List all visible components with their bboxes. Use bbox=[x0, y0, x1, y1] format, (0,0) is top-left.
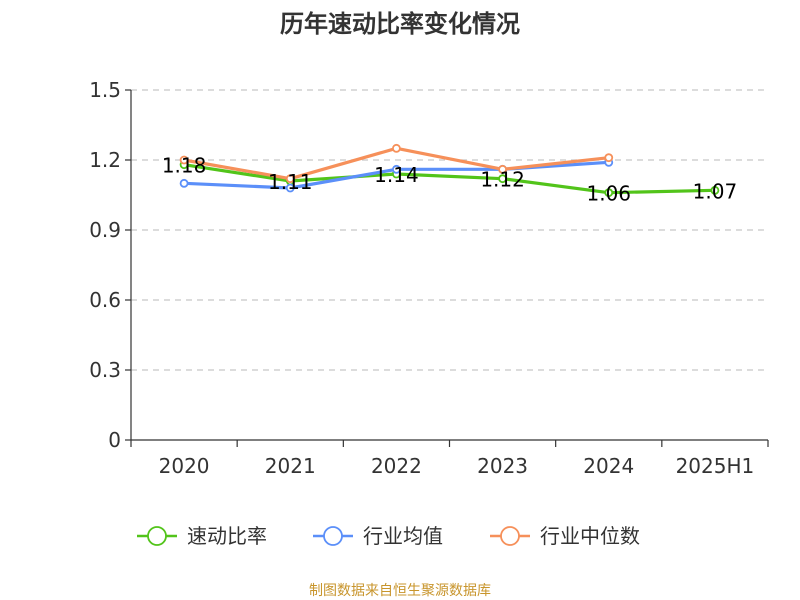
axes bbox=[125, 89, 769, 447]
y-tick-label: 1.2 bbox=[89, 148, 121, 172]
legend-item-3: 行业中位数 bbox=[490, 524, 640, 548]
data-labels: 1.18 1.11 1.14 1.12 1.06 1.07 bbox=[162, 154, 737, 206]
data-point bbox=[604, 188, 614, 198]
legend-marker-icon bbox=[323, 526, 343, 546]
data-point bbox=[498, 174, 507, 184]
x-tick-label: 2025H1 bbox=[676, 454, 755, 478]
data-point bbox=[604, 153, 614, 163]
legend-item-2: 行业均值 bbox=[313, 524, 443, 548]
chart-title: 历年速动比率变化情况 bbox=[280, 10, 520, 38]
data-point bbox=[710, 185, 720, 195]
data-point bbox=[179, 155, 189, 165]
legend: 速动比率 行业均值 行业中位数 bbox=[137, 524, 640, 548]
source-note: 制图数据来自恒生聚源数据库 bbox=[309, 583, 491, 599]
data-point bbox=[285, 183, 295, 193]
y-tick-label: 0.3 bbox=[89, 358, 121, 382]
data-point bbox=[179, 178, 189, 188]
x-tick-label: 2024 bbox=[583, 454, 634, 478]
y-tick-label: 1.5 bbox=[89, 78, 121, 102]
x-tick-label: 2020 bbox=[159, 454, 210, 478]
data-point bbox=[392, 164, 401, 174]
data-point bbox=[285, 174, 295, 184]
data-label: 1.14 bbox=[374, 163, 419, 187]
legend-label: 速动比率 bbox=[187, 524, 267, 548]
legend-marker-icon bbox=[500, 526, 520, 546]
legend-marker-icon bbox=[147, 526, 167, 546]
series-group bbox=[179, 143, 720, 198]
legend-label: 行业中位数 bbox=[540, 524, 640, 548]
data-label: 1.07 bbox=[693, 179, 738, 203]
series-line bbox=[182, 163, 717, 195]
data-label: 1.18 bbox=[162, 154, 207, 178]
data-label: 1.06 bbox=[586, 182, 631, 206]
legend-item-1: 速动比率 bbox=[137, 524, 267, 548]
x-axis-ticks: 2020 2021 2022 2023 2024 2025H1 bbox=[159, 454, 755, 478]
series-1 bbox=[179, 160, 720, 198]
x-tick-label: 2023 bbox=[477, 454, 528, 478]
data-label: 1.11 bbox=[268, 170, 313, 194]
series-3 bbox=[179, 143, 614, 184]
data-point bbox=[392, 143, 401, 153]
grid-lines bbox=[131, 89, 768, 371]
x-tick-label: 2021 bbox=[265, 454, 316, 478]
y-axis-ticks: 0 0.3 0.6 0.9 1.2 1.5 bbox=[89, 78, 121, 452]
y-tick-label: 0.6 bbox=[89, 288, 121, 312]
legend-label: 行业均值 bbox=[363, 524, 443, 548]
y-tick-label: 0 bbox=[108, 428, 121, 452]
x-tick-label: 2022 bbox=[371, 454, 422, 478]
data-point bbox=[498, 164, 507, 174]
data-label: 1.12 bbox=[480, 168, 525, 192]
y-tick-label: 0.9 bbox=[89, 218, 121, 242]
